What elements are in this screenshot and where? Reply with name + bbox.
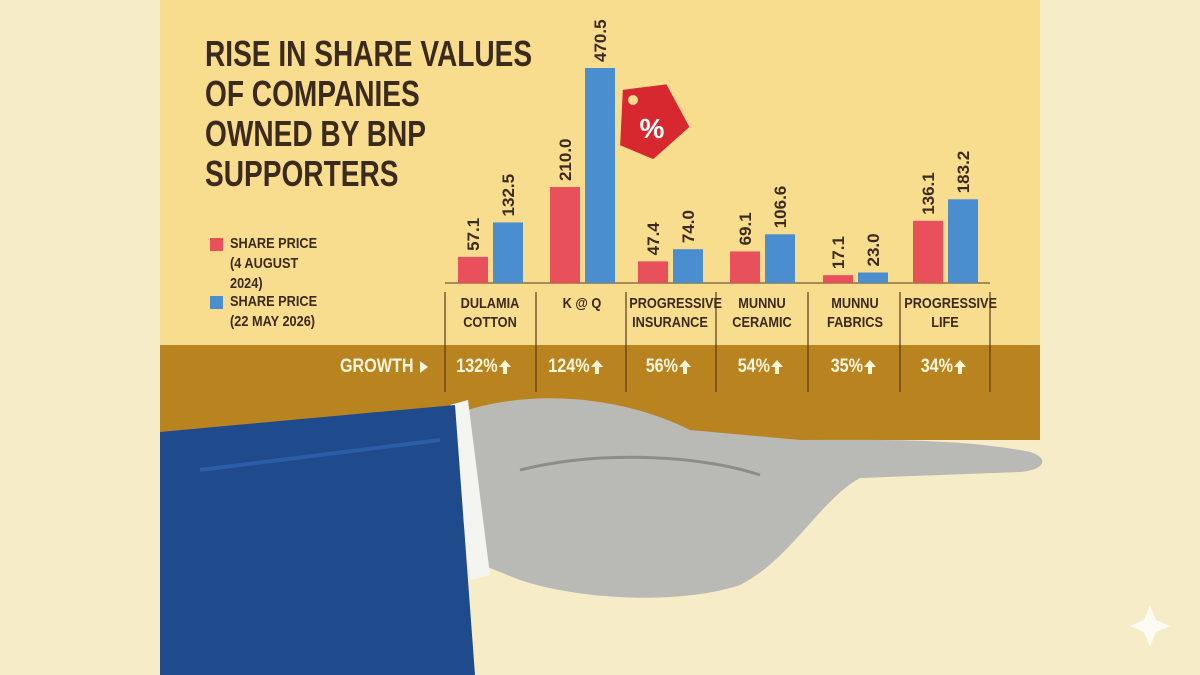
value-label: 132.5 bbox=[499, 174, 518, 217]
legend-label: SHARE PRICE (4 AUGUST 2024) bbox=[230, 235, 318, 292]
hand-illustration bbox=[160, 398, 1043, 675]
growth-value: 54% bbox=[737, 356, 770, 377]
value-label: 106.6 bbox=[771, 186, 790, 229]
growth-arrow bbox=[591, 360, 603, 374]
growth-value: 34% bbox=[920, 356, 953, 377]
value-label: 57.1 bbox=[464, 218, 483, 251]
bar bbox=[765, 234, 795, 283]
value-label: 69.1 bbox=[736, 212, 755, 245]
growth-arrow bbox=[954, 360, 966, 374]
category-label: K @ Q bbox=[562, 295, 602, 312]
bar bbox=[493, 222, 523, 283]
value-label: 210.0 bbox=[556, 138, 575, 181]
price-tag: % bbox=[620, 84, 690, 160]
growth-value: 132% bbox=[456, 356, 498, 377]
growth-arrow bbox=[499, 360, 511, 374]
growth-arrow bbox=[864, 360, 876, 374]
growth-value: 124% bbox=[548, 356, 590, 377]
value-label: 470.5 bbox=[591, 19, 610, 62]
sparkle bbox=[1130, 605, 1170, 647]
bar bbox=[823, 275, 853, 283]
bar bbox=[948, 199, 978, 283]
bar bbox=[858, 272, 888, 283]
bar bbox=[585, 68, 615, 283]
bar bbox=[913, 220, 943, 283]
svg-text:%: % bbox=[640, 113, 665, 144]
category-label: MUNNU FABRICS bbox=[827, 295, 883, 331]
category-label: PROGRESSIVE LIFE bbox=[904, 295, 998, 331]
category-label: DULAMIA COTTON bbox=[460, 295, 520, 331]
growth-value: 56% bbox=[645, 356, 678, 377]
category-label: PROGRESSIVE INSURANCE bbox=[629, 295, 723, 331]
bar bbox=[638, 261, 668, 283]
growth-arrow bbox=[679, 360, 691, 374]
bar bbox=[550, 187, 580, 283]
growth-value: 35% bbox=[830, 356, 863, 377]
legend-swatch bbox=[210, 296, 223, 309]
legend-label: SHARE PRICE (22 MAY 2026) bbox=[230, 293, 318, 330]
bar bbox=[458, 256, 488, 283]
value-label: 183.2 bbox=[954, 151, 973, 194]
value-label: 17.1 bbox=[829, 236, 848, 269]
category-label: MUNNU CERAMIC bbox=[732, 295, 792, 331]
legend-swatch bbox=[210, 238, 223, 251]
value-label: 136.1 bbox=[919, 172, 938, 215]
bar bbox=[730, 251, 760, 283]
value-label: 47.4 bbox=[644, 222, 663, 256]
chart-title: RISE IN SHARE VALUES OF COMPANIES OWNED … bbox=[205, 33, 533, 194]
value-label: 23.0 bbox=[864, 233, 883, 266]
value-label: 74.0 bbox=[679, 210, 698, 243]
growth-pointer bbox=[420, 361, 428, 373]
growth-label: GROWTH bbox=[340, 356, 414, 377]
growth-arrow bbox=[771, 360, 783, 374]
bar bbox=[673, 249, 703, 283]
